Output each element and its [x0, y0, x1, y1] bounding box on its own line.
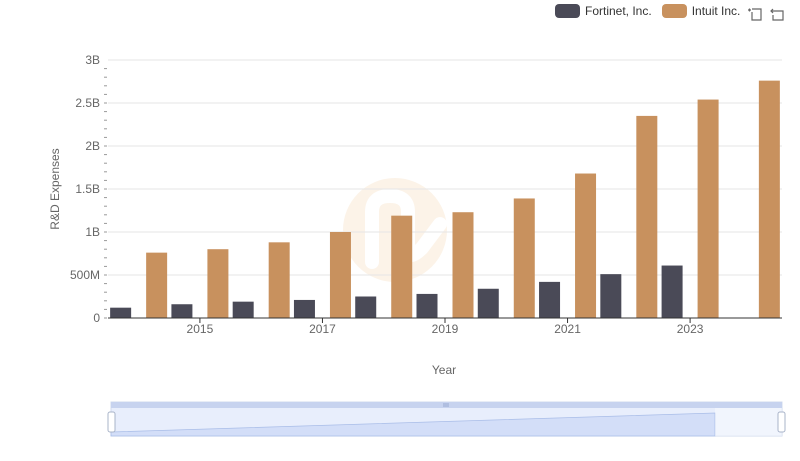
- bar-fortinet-2015[interactable]: [171, 304, 193, 318]
- bar-fortinet-2020[interactable]: [477, 288, 499, 318]
- x-tick-label: 2015: [187, 322, 214, 336]
- y-tick-label: 2.5B: [75, 96, 100, 110]
- bars: [110, 80, 780, 319]
- x-tick-label: 2023: [677, 322, 704, 336]
- bar-fortinet-2021[interactable]: [539, 281, 561, 318]
- slider-handle-right[interactable]: [777, 411, 786, 433]
- bar-intuit-2021[interactable]: [575, 173, 597, 318]
- slider-grip-icon[interactable]: [443, 403, 449, 407]
- bar-intuit-2023[interactable]: [697, 99, 719, 318]
- y-axis: 0 500M 1B 1.5B 2B 2.5B 3B: [70, 53, 107, 325]
- y-tick-label: 0: [93, 311, 100, 325]
- legend-item-fortinet[interactable]: Fortinet, Inc.: [555, 4, 652, 18]
- x-tick-label: 2019: [432, 322, 459, 336]
- y-tick-label: 2B: [85, 139, 100, 153]
- toolbox: [747, 6, 791, 22]
- bar-intuit-2014[interactable]: [146, 252, 168, 318]
- bar-intuit-2022[interactable]: [636, 115, 658, 319]
- restore-icon[interactable]: [769, 6, 785, 22]
- bar-fortinet-2016[interactable]: [232, 301, 254, 318]
- bar-intuit-2024[interactable]: [758, 80, 780, 318]
- bar-intuit-2016[interactable]: [268, 242, 290, 318]
- bar-fortinet-2022[interactable]: [600, 274, 622, 318]
- y-tick-label: 1.5B: [75, 182, 100, 196]
- bar-intuit-2020[interactable]: [513, 198, 535, 318]
- x-axis-title: Year: [432, 363, 456, 377]
- data-zoom-slider[interactable]: [107, 401, 786, 437]
- bar-fortinet-2018[interactable]: [355, 296, 377, 319]
- bar-fortinet-2023[interactable]: [661, 265, 683, 318]
- legend-label-fortinet: Fortinet, Inc.: [585, 4, 652, 18]
- x-tick-label: 2021: [554, 322, 581, 336]
- y-tick-label: 1B: [85, 225, 100, 239]
- y-tick-label: 500M: [70, 268, 100, 282]
- x-tick-label: 2017: [309, 322, 336, 336]
- legend-swatch-intuit: [661, 4, 687, 18]
- bar-fortinet-2019[interactable]: [416, 293, 438, 318]
- y-axis-title: R&D Expenses: [48, 148, 62, 229]
- bar-intuit-2018[interactable]: [391, 215, 413, 318]
- slider-handle-left[interactable]: [107, 411, 116, 433]
- zoom-icon[interactable]: [747, 6, 763, 22]
- legend-item-intuit[interactable]: Intuit Inc.: [661, 4, 741, 18]
- y-tick-label: 3B: [85, 53, 100, 67]
- bar-intuit-2019[interactable]: [452, 212, 474, 318]
- legend-label-intuit: Intuit Inc.: [691, 4, 741, 18]
- legend-swatch-fortinet: [555, 4, 580, 18]
- bar-fortinet-2014[interactable]: [110, 307, 132, 318]
- legend: Fortinet, Inc. Intuit Inc.: [555, 4, 750, 18]
- slider-top-bar[interactable]: [111, 402, 782, 408]
- bar-fortinet-2017[interactable]: [293, 299, 315, 318]
- slider-preview-area: [110, 412, 716, 437]
- slider-unselected: [715, 408, 782, 436]
- bar-intuit-2017[interactable]: [329, 232, 351, 318]
- x-axis: 2015 2017 2019 2021 2023: [108, 317, 782, 336]
- bar-intuit-2015[interactable]: [207, 249, 229, 318]
